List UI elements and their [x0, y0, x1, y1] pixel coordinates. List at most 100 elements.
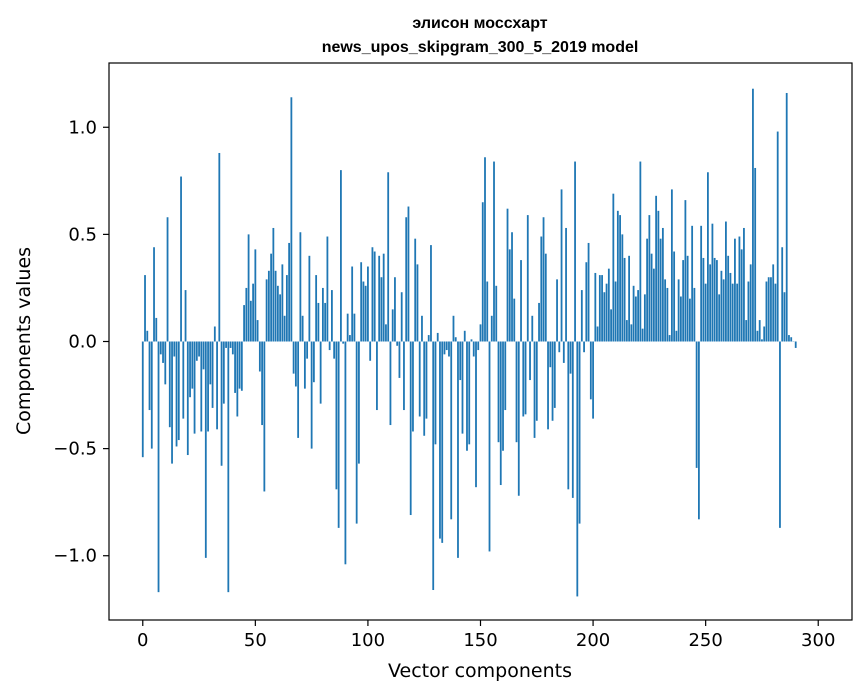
- bar-266: [740, 249, 743, 342]
- bar-172: [529, 341, 531, 381]
- bar-280: [772, 264, 775, 342]
- bar-88: [340, 170, 342, 342]
- bar-82: [326, 236, 329, 342]
- bar-236: [673, 251, 676, 342]
- x-tick-label: 300: [801, 630, 835, 651]
- bar-282: [776, 131, 779, 342]
- bar-45: [243, 305, 245, 342]
- bar-166: [515, 341, 518, 443]
- bar-34: [218, 152, 221, 342]
- bar-15: [175, 341, 178, 447]
- bar-160: [502, 341, 504, 451]
- bar-123: [418, 341, 421, 417]
- bar-135: [445, 341, 448, 351]
- bar-28: [204, 341, 207, 558]
- bar-151: [481, 202, 484, 342]
- bar-53: [261, 341, 263, 426]
- bar-227: [652, 268, 655, 342]
- bar-70: [299, 232, 302, 342]
- bar-60: [276, 285, 279, 342]
- bar-44: [240, 341, 243, 391]
- bar-277: [765, 281, 768, 342]
- bar-43: [238, 341, 241, 389]
- bar-68: [294, 341, 297, 387]
- bar-49: [252, 283, 254, 342]
- bar-202: [596, 326, 599, 342]
- bar-168: [520, 260, 522, 342]
- bar-99: [364, 285, 367, 342]
- bar-238: [677, 279, 680, 342]
- bar-262: [731, 283, 734, 342]
- bar-178: [542, 217, 545, 342]
- bar-30: [209, 341, 212, 385]
- bar-107: [382, 253, 385, 342]
- bar-177: [540, 236, 543, 342]
- bar-76: [312, 341, 315, 383]
- bar-173: [531, 315, 534, 342]
- bar-251: [707, 172, 709, 342]
- chart-title-line2: news_upos_skipgram_300_5_2019 model: [322, 39, 639, 56]
- bar-247: [698, 341, 700, 520]
- bar-221: [639, 161, 642, 342]
- bar-35: [220, 341, 223, 466]
- bar-271: [752, 88, 754, 342]
- bar-96: [358, 341, 360, 464]
- bar-224: [646, 238, 649, 342]
- y-tick-label: −1.0: [53, 546, 97, 567]
- bar-199: [589, 341, 592, 400]
- bar-222: [641, 328, 644, 342]
- bar-120: [412, 341, 414, 432]
- bar-215: [625, 320, 628, 342]
- bar-50: [254, 249, 257, 342]
- bar-0: [141, 341, 144, 458]
- bar-167: [517, 341, 520, 496]
- bar-86: [335, 341, 338, 490]
- bar-287: [788, 335, 790, 342]
- bar-38: [227, 341, 230, 593]
- x-tick-label: 150: [463, 630, 497, 651]
- bar-286: [785, 92, 788, 342]
- bar-149: [477, 341, 480, 351]
- bar-281: [774, 283, 777, 342]
- bar-272: [754, 167, 757, 342]
- bar-18: [182, 341, 185, 419]
- bar-195: [580, 290, 583, 342]
- bar-230: [659, 238, 662, 342]
- bar-273: [756, 330, 759, 342]
- bar-85: [333, 341, 336, 359]
- bar-155: [490, 315, 493, 342]
- bar-4: [150, 341, 153, 449]
- x-tick-label: 50: [244, 630, 267, 651]
- bar-126: [425, 341, 428, 419]
- bar-163: [508, 249, 511, 342]
- bar-55: [265, 279, 268, 342]
- bar-16: [177, 341, 180, 441]
- bar-254: [713, 257, 716, 342]
- bar-97: [360, 262, 363, 342]
- bar-92: [349, 335, 351, 342]
- bar-237: [675, 330, 678, 342]
- bar-102: [371, 247, 374, 342]
- bar-183: [553, 341, 556, 408]
- bar-63: [283, 315, 286, 342]
- bar-61: [279, 294, 282, 342]
- bar-79: [319, 341, 322, 404]
- bar-22: [191, 341, 194, 389]
- bar-269: [747, 281, 750, 342]
- bar-114: [398, 341, 401, 378]
- bar-29: [207, 341, 209, 432]
- bar-244: [691, 225, 694, 342]
- bar-131: [436, 332, 439, 342]
- bar-249: [702, 257, 705, 342]
- bar-134: [443, 341, 446, 355]
- bar-240: [682, 260, 685, 342]
- bar-211: [616, 210, 619, 342]
- bar-118: [407, 206, 410, 342]
- bar-196: [583, 341, 585, 353]
- bar-81: [324, 302, 327, 342]
- x-axis-ticks: 0 50 100 150 200 250 300: [137, 620, 835, 651]
- bar-229: [657, 210, 660, 342]
- bar-137: [450, 341, 453, 520]
- bar-100: [367, 266, 369, 342]
